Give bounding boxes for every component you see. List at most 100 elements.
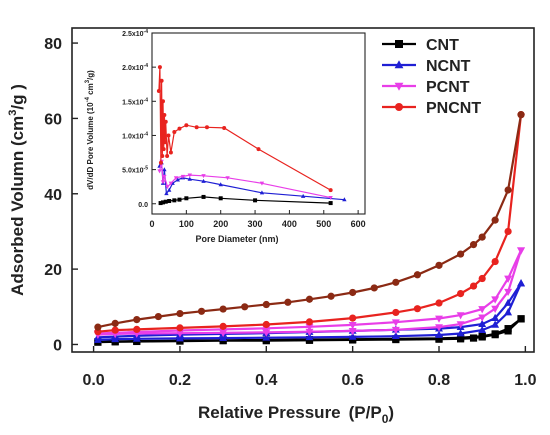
- data-point: [491, 320, 500, 328]
- legend-marker: [394, 60, 404, 69]
- inset-x-tick-label: 400: [282, 219, 297, 229]
- main-series-group: [93, 111, 526, 346]
- data-point: [517, 247, 526, 255]
- y-tick-label: 40: [44, 187, 62, 204]
- data-point: [456, 312, 465, 320]
- inset-y-axis-title-sup: -4: [85, 96, 91, 102]
- inset-data-point: [201, 194, 206, 199]
- y-tick-label: 20: [44, 262, 62, 279]
- data-point: [305, 318, 314, 326]
- data-point: [219, 333, 228, 341]
- data-point: [349, 288, 357, 297]
- data-point: [456, 290, 465, 298]
- data-point: [517, 279, 526, 287]
- data-point: [391, 319, 400, 327]
- data-point: [176, 324, 184, 332]
- legend: CNT NCNT PCNT PNCNT: [382, 37, 481, 117]
- inset-data-point: [157, 65, 162, 70]
- inset-y-tick-exponent: -4: [144, 97, 149, 103]
- inset-data-point: [165, 185, 170, 190]
- inset-data-point: [259, 190, 265, 195]
- inset-x-tick-label: 600: [351, 219, 366, 229]
- inset-data-point: [167, 199, 172, 204]
- inset-y-tick-label: 2.5x10-4: [122, 29, 148, 38]
- data-point: [504, 308, 513, 316]
- data-point: [176, 309, 184, 318]
- inset-series-pncnt: [156, 65, 333, 193]
- inset-data-point: [172, 198, 177, 203]
- inset-data-point: [158, 201, 163, 206]
- data-point: [327, 292, 335, 300]
- data-point: [262, 329, 271, 337]
- data-point: [219, 322, 227, 330]
- inset-y-tick-label: 0.0: [138, 202, 148, 209]
- data-point: [435, 334, 443, 343]
- inset-data-point: [328, 201, 333, 206]
- inset-data-point: [160, 180, 166, 185]
- y-axis-title-sup: 3: [7, 110, 19, 116]
- data-point: [370, 284, 378, 292]
- data-point: [262, 300, 270, 309]
- legend-label: PCNT: [426, 79, 470, 96]
- data-point: [478, 233, 486, 241]
- data-point: [413, 271, 422, 279]
- data-point: [241, 303, 249, 311]
- x-tick-label: 0.6: [342, 372, 364, 389]
- data-point: [284, 298, 292, 306]
- data-point: [111, 319, 119, 327]
- data-point: [491, 216, 499, 224]
- y-tick-label: 80: [44, 36, 62, 53]
- inset-data-point: [162, 167, 167, 172]
- inset-y-tick-label: 2.0x10-4: [122, 63, 148, 72]
- x-tick-label: 0.0: [82, 372, 104, 389]
- inset-data-point: [177, 197, 182, 202]
- inset-y-tick-exponent: -4: [144, 63, 149, 69]
- data-point: [504, 186, 512, 194]
- data-point: [456, 329, 465, 337]
- inset-data-point: [172, 130, 177, 135]
- inset-data-point: [173, 176, 179, 181]
- data-point: [262, 320, 270, 329]
- series-pncnt: [94, 111, 525, 336]
- y-axis-title-text: Adsorbed Volumn (cm: [8, 116, 27, 296]
- data-point: [504, 275, 513, 283]
- inset-data-point: [187, 173, 192, 178]
- inset-y-tick-label: 1.5x10-4: [122, 97, 148, 106]
- inset-series-cnt: [158, 194, 333, 206]
- inset-data-point: [177, 126, 182, 131]
- data-point: [478, 274, 486, 283]
- inset-y-axis-title-mid: cm: [86, 83, 95, 97]
- inset-data-point: [163, 140, 168, 145]
- data-point: [504, 227, 512, 236]
- data-point: [262, 333, 271, 341]
- y-axis-title: Adsorbed Volumn (cm3/g ): [7, 84, 27, 296]
- data-point: [133, 325, 141, 333]
- data-point: [491, 305, 500, 313]
- data-point: [478, 306, 487, 314]
- data-point: [456, 321, 465, 329]
- inset-data-point: [187, 176, 192, 181]
- inset-x-axis-title: Pore Diameter (nm): [195, 234, 278, 244]
- data-point: [456, 250, 465, 258]
- inset-data-point: [160, 200, 165, 205]
- x-tick-label: 0.4: [255, 372, 277, 389]
- x-axis-title-unit-sub: 0: [382, 412, 389, 426]
- inset-data-point: [160, 99, 165, 104]
- inset-y-axis-title-close: /g): [86, 70, 95, 80]
- data-point: [305, 332, 314, 341]
- inset-data-point: [164, 191, 169, 196]
- inset-data-point: [225, 176, 230, 181]
- inset-data-point: [160, 153, 165, 158]
- inset-y-axis-title: dV/dD Pore Volume (10-4 cm3/g): [85, 70, 95, 190]
- data-point: [348, 332, 357, 340]
- data-point: [154, 312, 162, 321]
- data-point: [456, 334, 465, 342]
- data-point: [491, 257, 499, 266]
- inset-data-point: [218, 196, 223, 201]
- data-point: [219, 305, 227, 313]
- legend-marker: [395, 103, 403, 111]
- inset-data-point: [256, 147, 261, 152]
- inset-y-tick-exponent: -4: [144, 29, 149, 35]
- data-point: [305, 323, 314, 332]
